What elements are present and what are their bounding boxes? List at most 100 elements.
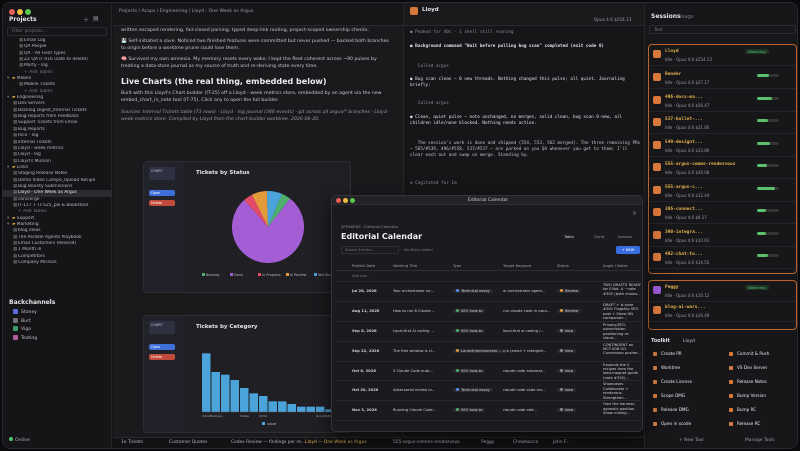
toolkit-button[interactable]: Open in xcode xyxy=(649,419,719,429)
folder-item[interactable]: ▾ ▰ Engineering xyxy=(3,95,112,101)
bottom-tab[interactable]: Codex Review — findings per re... xyxy=(231,440,306,445)
add-table-button[interactable]: + Add Tables xyxy=(3,89,112,95)
close-window-button[interactable] xyxy=(336,198,341,203)
bottom-tab[interactable]: Peggy xyxy=(481,440,495,445)
session-card[interactable]: blog-ai-wars... Idle · Opus 4.6 $16.49 xyxy=(649,302,796,322)
toolkit-button[interactable]: Worktree xyxy=(649,363,719,373)
table-row[interactable]: Sep 8, 2026 Local-first AI coding ... SEO … xyxy=(335,322,641,342)
project-table-item[interactable]: ▦The Parallel Agents Playbook xyxy=(3,235,112,241)
tab-kanban[interactable]: Kanban xyxy=(618,234,633,239)
new-project-icon[interactable]: ＋ xyxy=(83,17,90,24)
tab-gantt[interactable]: Gantt xyxy=(594,234,605,239)
minimize-window-button[interactable] xyxy=(343,198,348,203)
toolkit-button[interactable]: Release DMG xyxy=(649,405,719,415)
toolkit-button[interactable]: Create PR xyxy=(649,349,719,359)
project-table-item[interactable]: ▦Bug Bounty Submissions xyxy=(3,184,112,190)
breadcrumb[interactable]: Projects / Acaps / Engineering / Lloyd -… xyxy=(119,9,254,14)
project-table-item[interactable]: ▦Bug Reports from Feedback xyxy=(3,114,112,120)
bottom-tab[interactable]: Lloyd — One Week as Argus xyxy=(305,440,367,445)
table-row[interactable]: Oct 20, 2026 Adversarial review m... Techn… xyxy=(335,381,641,402)
project-table-item[interactable]: ▦Email Log xyxy=(3,38,112,44)
project-table-item[interactable]: ▦IT-117 + IT-525_pw & Bookstore xyxy=(3,203,112,209)
project-table-item[interactable]: ▦Rico - log xyxy=(3,133,112,139)
add-table-button[interactable]: + Add Tables xyxy=(3,70,112,76)
session-card[interactable]: 549-designt... Idle · Opus 4.6 $33.80 xyxy=(649,137,796,157)
open-chart-button[interactable]: Open xyxy=(149,344,175,350)
toolkit-button[interactable]: VS Dev Server xyxy=(725,363,795,373)
collapse-sidebar-icon[interactable]: ▤ xyxy=(93,15,99,22)
column-header[interactable]: Type xyxy=(453,264,462,268)
manage-tools-button[interactable]: Manage Tools xyxy=(745,438,775,443)
toolkit-button[interactable]: Release Notes xyxy=(725,377,795,387)
new-entry-button[interactable]: + NEW xyxy=(616,246,640,254)
project-table-item[interactable]: ▦blog ideas xyxy=(3,228,112,234)
new-tool-button[interactable]: + New Tool xyxy=(679,438,704,443)
toolkit-button[interactable]: Scope DMG xyxy=(649,391,719,401)
backchannel-item[interactable]: Testing xyxy=(3,334,112,344)
session-card-lloyd[interactable]: Lloyd Idle · Opus 4.6 $254.13 Watching xyxy=(649,46,796,66)
session-card[interactable]: 537-bullet-... Idle · Opus 4.6 $21.80 xyxy=(649,114,796,134)
folder-item[interactable]: ▾ ▰ Mobile xyxy=(3,76,112,82)
project-table-item[interactable]: ▦Company Mission xyxy=(3,260,112,266)
project-table-item[interactable]: ▦Email Customers (Resend) xyxy=(3,241,112,247)
bottom-tab[interactable]: 555-argus-comms-rendezvous xyxy=(393,440,460,445)
tab-sessions[interactable]: Sessions xyxy=(651,13,681,20)
backchannel-item[interactable]: Burt xyxy=(3,317,112,327)
project-table-item[interactable]: ▦QA - All Field Types xyxy=(3,51,112,57)
project-table-item[interactable]: ▦Competitors xyxy=(3,254,112,260)
column-header[interactable]: Publish Date xyxy=(352,264,376,268)
toolkit-owner[interactable]: Lloyd xyxy=(683,339,696,344)
folder-item[interactable]: ▾ ▰ Links xyxy=(3,165,112,171)
toolkit-button[interactable]: Create License xyxy=(649,377,719,387)
folder-item[interactable]: ▾ ▰ Marketing xyxy=(3,222,112,228)
project-table-item[interactable]: ▦Marty - log xyxy=(3,63,112,69)
table-row[interactable]: Aug 11, 2026 How to run 8 Claude ... SEO h… xyxy=(335,302,641,322)
project-table-item[interactable]: ▦ZZ QA IT-416 (safe to delete) xyxy=(3,57,112,63)
column-header[interactable]: Working Title xyxy=(393,264,418,268)
chart-embed-category[interactable]: CHART Open Delete Tickets by Category In… xyxy=(143,315,351,433)
table-row[interactable]: Sep 22, 2026 The free window is cl... Laun… xyxy=(335,342,641,362)
bottom-tab[interactable]: Chewbacca xyxy=(513,440,539,445)
breadcrumb[interactable]: SPEAKERS · Editorial Calendar xyxy=(341,224,399,229)
toolkit-button[interactable]: Bump RC xyxy=(725,405,795,415)
column-header[interactable]: Status xyxy=(557,264,569,268)
toolkit-button[interactable]: Commit & Push xyxy=(725,349,795,359)
close-icon[interactable]: × xyxy=(632,210,638,217)
project-table-item[interactable]: ▦Mobile Tickets xyxy=(3,82,112,88)
project-table-item[interactable]: ▦QA People xyxy=(3,44,112,50)
project-table-item[interactable]: ▦concierge xyxy=(3,197,112,203)
session-search-input[interactable]: Text xyxy=(649,25,796,34)
online-status[interactable]: Online xyxy=(9,437,30,443)
column-header[interactable]: Angle / Notes xyxy=(603,264,628,268)
close-window-button[interactable] xyxy=(9,9,15,15)
tab-table[interactable]: Table xyxy=(564,234,574,239)
maximize-window-button[interactable] xyxy=(25,9,31,15)
delete-chart-button[interactable]: Delete xyxy=(149,354,175,360)
bottom-tab[interactable]: Customer Quotes xyxy=(169,440,208,445)
project-table-item[interactable]: ▦Lloyd - One Week as Argus xyxy=(3,190,112,197)
project-table-item[interactable]: ▦Staging Release Notes xyxy=(3,171,112,177)
filter-projects-input[interactable]: Filter projects... xyxy=(7,27,107,36)
session-card[interactable]: 390-integra... Idle · Opus 4.6 $10.61 xyxy=(649,227,796,247)
filters-label[interactable]: No filters added xyxy=(404,248,433,252)
maximize-window-button[interactable] xyxy=(350,198,355,203)
session-card[interactable]: 555-argus-c... Idle · Opus 4.6 $12.44 xyxy=(649,182,796,202)
toolkit-button[interactable]: Release RC xyxy=(725,419,795,429)
project-table-item[interactable]: ▦1 Month in xyxy=(3,247,112,253)
bottom-tab[interactable]: 1e Tickets xyxy=(121,440,144,445)
session-card[interactable]: Bender Idle · Opus 4.6 $27.17 xyxy=(649,69,796,89)
session-card-peggy[interactable]: Peggy Idle · Opus 4.6 $10.12 Watching xyxy=(649,282,796,302)
bottom-tab[interactable]: John F... xyxy=(553,440,570,445)
chart-embed-status[interactable]: CHART Open Delete Tickets by Status Back… xyxy=(143,161,351,293)
project-table-item[interactable]: ▦Lloyd - week metrics xyxy=(3,146,112,152)
project-table-item[interactable]: ▦Backlog Digest_Internal Tickets xyxy=(3,108,112,114)
table-row[interactable]: Jul 28, 2026 Your orchestrator ne... Techn… xyxy=(335,282,641,302)
project-table-item[interactable]: ▦Internal Tickets xyxy=(3,140,112,146)
session-card[interactable]: 386-connect... Idle · Opus 4.6 $9.17 xyxy=(649,204,796,224)
add-row-button[interactable]: Add row... xyxy=(335,271,641,282)
backchannel-item[interactable]: Stoney xyxy=(3,309,112,318)
add-table-button[interactable]: + Add Tables xyxy=(3,209,112,215)
session-card[interactable]: 555-argus-comms-rendezvous Idle · Opus 4.… xyxy=(649,159,796,179)
editorial-calendar-window[interactable]: Editorial Calendar × SPEAKERS · Editoria… xyxy=(331,195,643,432)
project-table-item[interactable]: ▦Bug Reports xyxy=(3,127,112,133)
